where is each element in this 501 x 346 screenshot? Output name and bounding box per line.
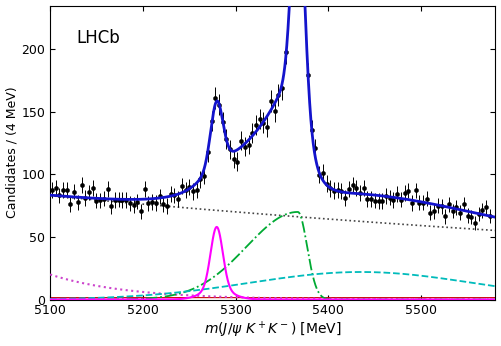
Y-axis label: Candidates / (4 MeV): Candidates / (4 MeV) xyxy=(6,87,19,218)
X-axis label: $m(J/\psi\ K^+K^-)$ [MeV]: $m(J/\psi\ K^+K^-)$ [MeV] xyxy=(204,320,342,340)
Text: LHCb: LHCb xyxy=(77,29,121,47)
